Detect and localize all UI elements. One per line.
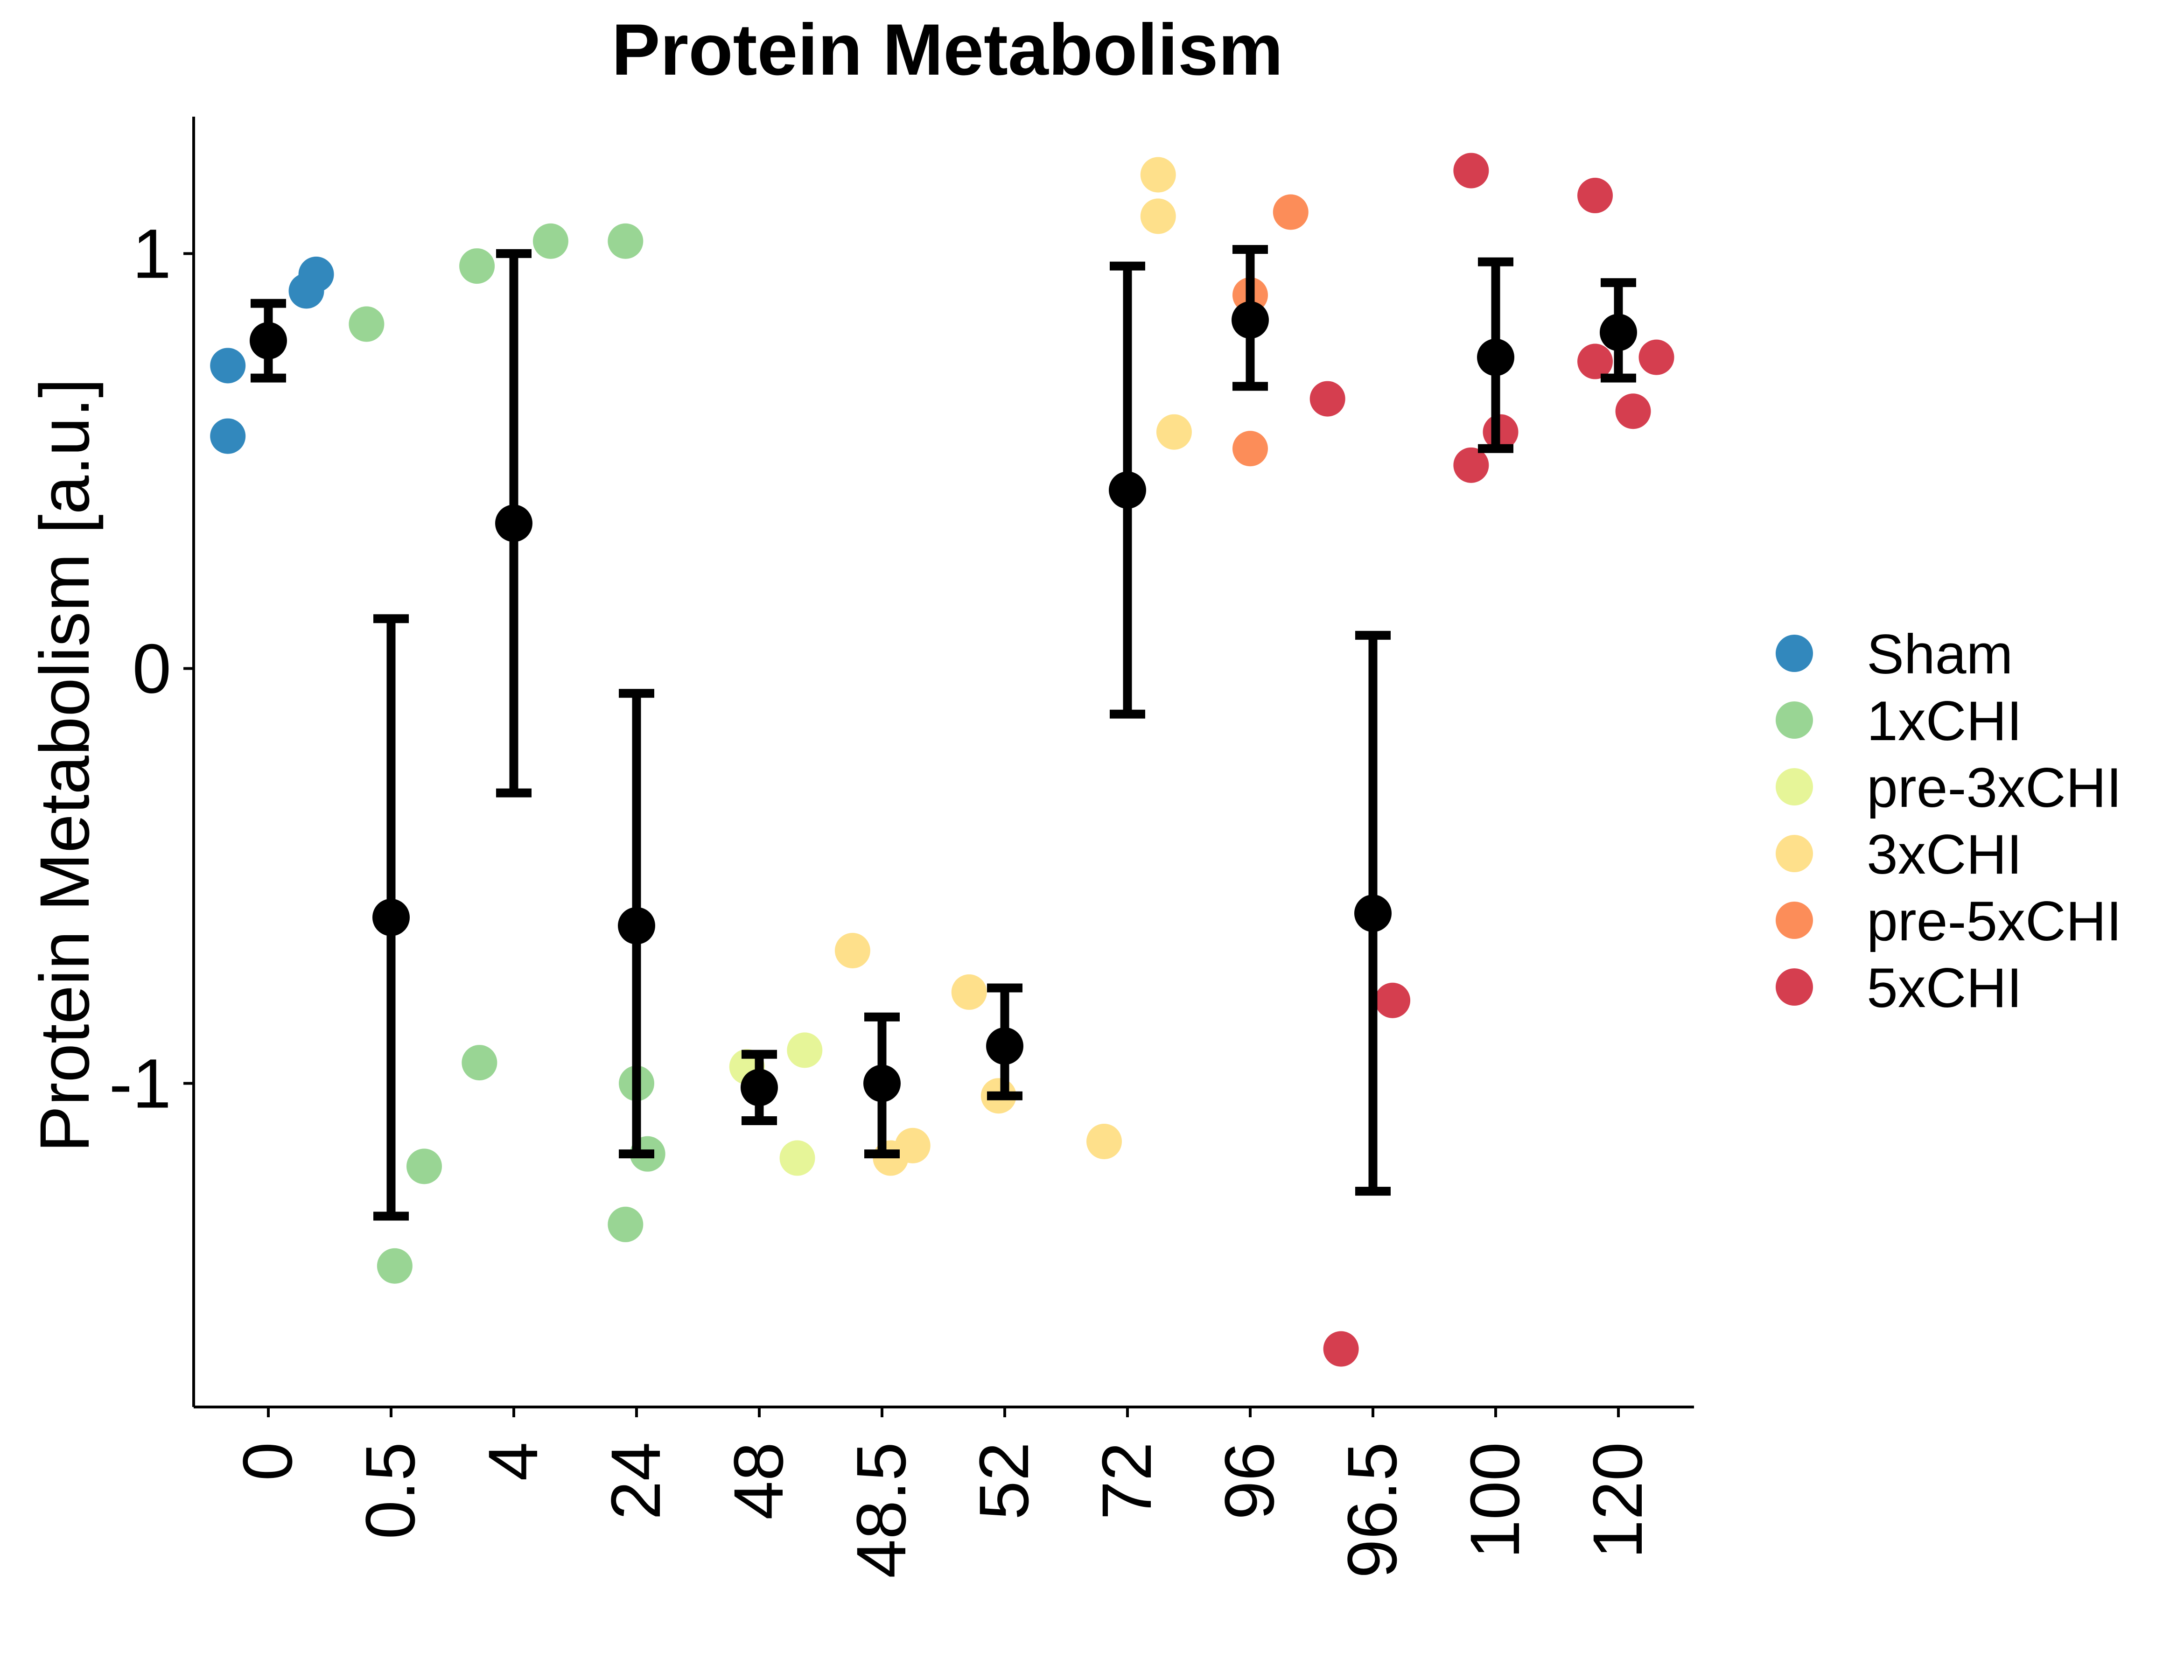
data-point xyxy=(787,1032,823,1068)
data-point xyxy=(210,348,246,384)
legend-label: pre-5xCHI xyxy=(1867,890,2122,952)
data-point xyxy=(895,1127,931,1163)
legend-label: 1xCHI xyxy=(1867,690,2022,752)
data-point xyxy=(1638,339,1674,375)
legend-marker xyxy=(1776,902,1813,939)
y-tick-label: 1 xyxy=(133,214,171,293)
mean-point xyxy=(618,907,655,945)
x-tick-label: 72 xyxy=(1087,1442,1166,1520)
mean-point xyxy=(1232,301,1269,339)
chart-title: Protein Metabolism xyxy=(612,9,1283,91)
data-point xyxy=(1086,1123,1122,1159)
mean-point xyxy=(863,1064,901,1102)
data-point xyxy=(210,418,246,454)
data-point xyxy=(834,933,870,969)
legend-marker xyxy=(1776,635,1813,672)
x-tick-label: 4 xyxy=(474,1442,552,1481)
summary-markers xyxy=(250,245,1637,1221)
legend-label: Sham xyxy=(1867,623,2013,686)
mean-point xyxy=(495,504,532,542)
data-point xyxy=(349,306,385,342)
data-point xyxy=(1140,157,1176,193)
data-point xyxy=(459,248,495,284)
data-point xyxy=(1323,1331,1359,1367)
x-tick-label: 0.5 xyxy=(351,1442,429,1540)
legend-marker xyxy=(1776,701,1813,739)
x-tick-label: 48 xyxy=(719,1442,798,1520)
legend-label: 5xCHI xyxy=(1867,957,2022,1019)
x-tick-label: 24 xyxy=(596,1442,675,1520)
mean-point xyxy=(986,1027,1023,1065)
data-point xyxy=(1577,343,1613,379)
data-point xyxy=(1453,153,1489,189)
x-tick-label: 96.5 xyxy=(1333,1442,1411,1578)
legend-label: 3xCHI xyxy=(1867,823,2022,886)
axes: -1 0 1 0 0.5 4 24 48 48.5 52 72 96 96.5 100 120 xyxy=(109,117,1694,1578)
mean-point xyxy=(1477,338,1514,376)
x-tick-label: 48.5 xyxy=(842,1442,920,1578)
mean-point xyxy=(1354,895,1392,932)
data-point xyxy=(532,223,568,259)
mean-point xyxy=(741,1069,778,1106)
data-point xyxy=(377,1248,413,1284)
data-point xyxy=(1577,177,1613,213)
data-point xyxy=(1615,393,1651,429)
mean-point xyxy=(1600,314,1637,351)
data-point xyxy=(779,1140,815,1176)
data-point xyxy=(608,223,644,259)
y-tick-label: 0 xyxy=(133,629,171,707)
data-point xyxy=(298,256,334,292)
mean-point xyxy=(372,898,410,936)
x-tick-label: 0 xyxy=(228,1442,307,1481)
x-tick-label: 100 xyxy=(1456,1442,1534,1559)
mean-point xyxy=(250,322,287,360)
data-point xyxy=(462,1045,497,1081)
mean-point xyxy=(1109,471,1146,509)
data-point xyxy=(1156,414,1192,450)
legend-marker xyxy=(1776,968,1813,1006)
data-point xyxy=(406,1148,442,1184)
data-point xyxy=(1309,381,1345,417)
data-point xyxy=(1140,198,1176,234)
data-point xyxy=(608,1206,644,1242)
x-tick-label: 96 xyxy=(1210,1442,1288,1520)
legend-label: pre-3xCHI xyxy=(1867,756,2122,819)
data-point xyxy=(1273,194,1309,230)
legend-marker xyxy=(1776,835,1813,872)
data-point xyxy=(951,974,987,1010)
data-point xyxy=(1375,982,1411,1018)
legend-marker xyxy=(1776,768,1813,805)
y-tick-label: -1 xyxy=(109,1044,171,1123)
data-points xyxy=(210,153,1674,1367)
data-point xyxy=(1232,431,1268,467)
y-axis-label: Protein Metabolism [a.u.] xyxy=(25,378,104,1152)
data-point xyxy=(1453,447,1489,483)
x-tick-label: 52 xyxy=(965,1442,1043,1520)
x-tick-label: 120 xyxy=(1578,1442,1657,1559)
